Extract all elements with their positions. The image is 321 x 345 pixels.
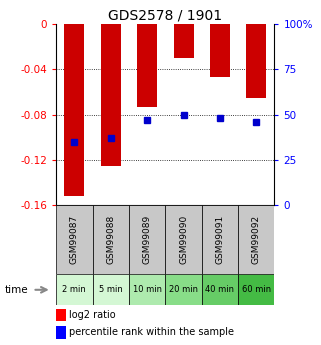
Bar <box>129 274 165 305</box>
Text: percentile rank within the sample: percentile rank within the sample <box>69 327 234 337</box>
Bar <box>173 24 194 58</box>
Bar <box>238 274 274 305</box>
Bar <box>129 205 165 274</box>
Bar <box>246 24 266 98</box>
Title: GDS2578 / 1901: GDS2578 / 1901 <box>108 9 222 23</box>
Bar <box>56 326 66 339</box>
Bar <box>165 274 202 305</box>
Bar <box>56 205 92 274</box>
Bar <box>64 24 84 196</box>
Text: log2 ratio: log2 ratio <box>69 310 116 320</box>
Bar <box>202 274 238 305</box>
Text: GSM99091: GSM99091 <box>215 215 224 264</box>
Text: GSM99092: GSM99092 <box>252 215 261 264</box>
Bar <box>92 274 129 305</box>
Text: 20 min: 20 min <box>169 285 198 294</box>
Bar <box>92 205 129 274</box>
Text: 40 min: 40 min <box>205 285 234 294</box>
Text: GSM99089: GSM99089 <box>143 215 152 264</box>
Text: 60 min: 60 min <box>242 285 271 294</box>
Bar <box>56 308 66 321</box>
Text: GSM99087: GSM99087 <box>70 215 79 264</box>
Bar <box>165 205 202 274</box>
Bar <box>238 205 274 274</box>
Bar <box>137 24 157 107</box>
Bar <box>101 24 121 166</box>
Bar <box>56 274 92 305</box>
Bar <box>210 24 230 77</box>
Text: 10 min: 10 min <box>133 285 162 294</box>
Text: GSM99090: GSM99090 <box>179 215 188 264</box>
Bar <box>202 205 238 274</box>
Text: GSM99088: GSM99088 <box>106 215 115 264</box>
Text: 5 min: 5 min <box>99 285 123 294</box>
Text: time: time <box>4 285 28 295</box>
Text: 2 min: 2 min <box>63 285 86 294</box>
